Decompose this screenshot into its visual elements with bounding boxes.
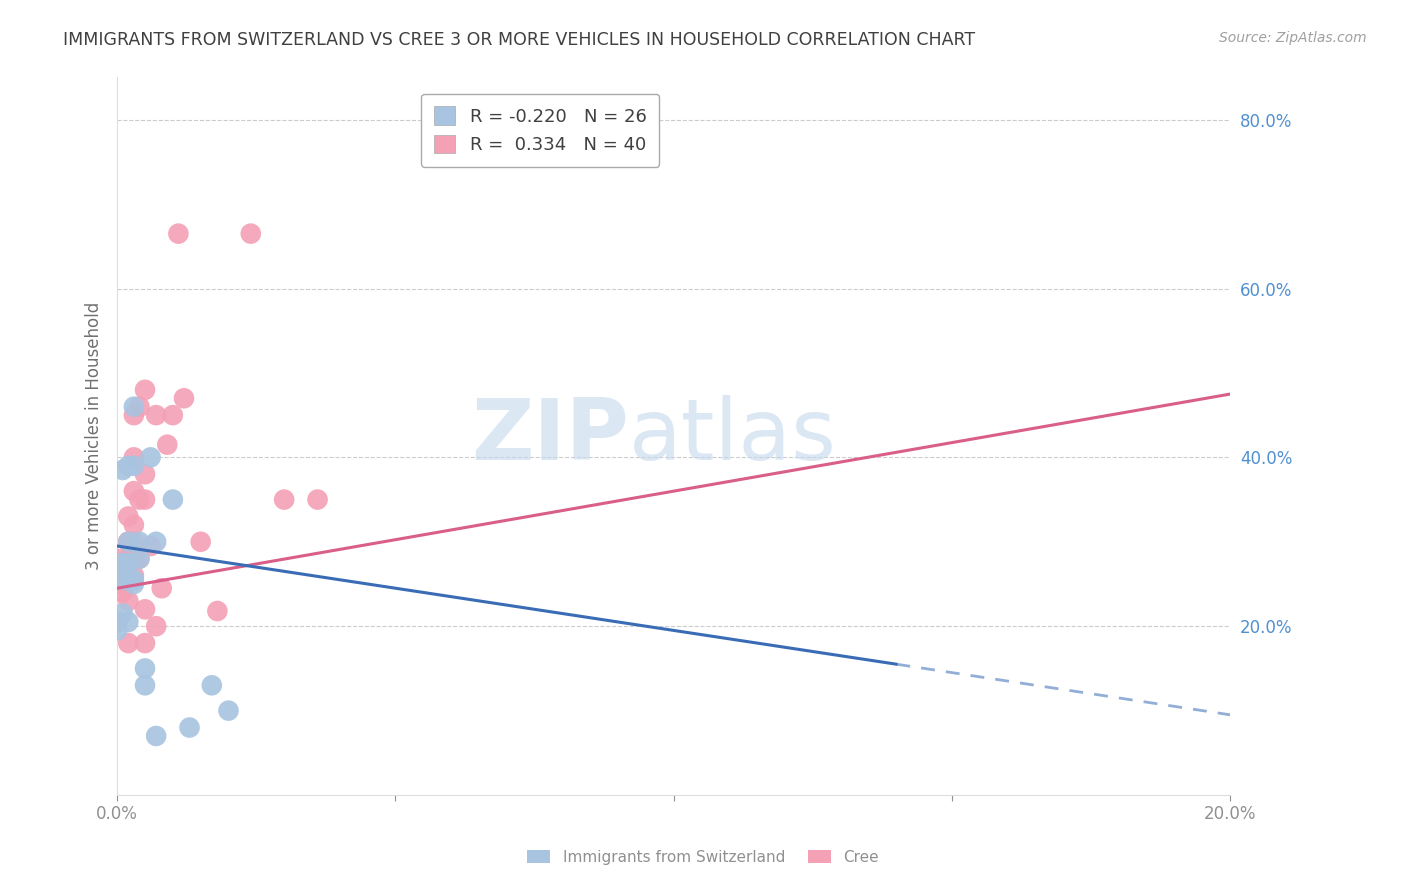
Point bbox=[134, 678, 156, 692]
Point bbox=[145, 534, 167, 549]
Point bbox=[117, 534, 139, 549]
Point bbox=[111, 560, 134, 574]
Point bbox=[122, 577, 145, 591]
Point bbox=[117, 594, 139, 608]
Point bbox=[105, 551, 128, 566]
Point bbox=[105, 615, 128, 629]
Point bbox=[218, 704, 240, 718]
Point bbox=[122, 568, 145, 582]
Point bbox=[162, 408, 184, 422]
Point bbox=[122, 484, 145, 499]
Point bbox=[111, 607, 134, 621]
Point bbox=[111, 577, 134, 591]
Point bbox=[117, 509, 139, 524]
Point bbox=[134, 383, 156, 397]
Point bbox=[134, 636, 156, 650]
Point bbox=[145, 729, 167, 743]
Point bbox=[122, 450, 145, 465]
Point bbox=[122, 408, 145, 422]
Point bbox=[122, 551, 145, 566]
Point bbox=[111, 463, 134, 477]
Point bbox=[150, 581, 173, 595]
Point bbox=[122, 534, 145, 549]
Point bbox=[134, 602, 156, 616]
Point bbox=[145, 408, 167, 422]
Point bbox=[190, 534, 212, 549]
Point bbox=[201, 678, 224, 692]
Point bbox=[105, 615, 128, 629]
Point bbox=[117, 534, 139, 549]
Point bbox=[173, 391, 195, 405]
Point bbox=[122, 458, 145, 473]
Point bbox=[128, 534, 150, 549]
Point bbox=[122, 400, 145, 414]
Point bbox=[145, 619, 167, 633]
Point bbox=[122, 517, 145, 532]
Point bbox=[207, 604, 229, 618]
Point bbox=[117, 534, 139, 549]
Point bbox=[134, 492, 156, 507]
Point bbox=[117, 556, 139, 570]
Point bbox=[307, 492, 329, 507]
Text: ZIP: ZIP bbox=[471, 395, 630, 478]
Point bbox=[128, 400, 150, 414]
Point bbox=[128, 551, 150, 566]
Point bbox=[128, 551, 150, 566]
Y-axis label: 3 or more Vehicles in Household: 3 or more Vehicles in Household bbox=[86, 302, 103, 570]
Point bbox=[128, 492, 150, 507]
Point bbox=[179, 721, 201, 735]
Point bbox=[122, 573, 145, 587]
Point bbox=[117, 458, 139, 473]
Point bbox=[117, 636, 139, 650]
Point bbox=[162, 492, 184, 507]
Point bbox=[239, 227, 262, 241]
Legend: R = -0.220   N = 26, R =  0.334   N = 40: R = -0.220 N = 26, R = 0.334 N = 40 bbox=[420, 94, 659, 167]
Text: atlas: atlas bbox=[630, 395, 837, 478]
Text: Source: ZipAtlas.com: Source: ZipAtlas.com bbox=[1219, 31, 1367, 45]
Point bbox=[156, 438, 179, 452]
Legend: Immigrants from Switzerland, Cree: Immigrants from Switzerland, Cree bbox=[522, 844, 884, 871]
Point bbox=[117, 568, 139, 582]
Point bbox=[134, 661, 156, 675]
Point bbox=[117, 560, 139, 574]
Point bbox=[105, 624, 128, 638]
Point bbox=[111, 573, 134, 587]
Point bbox=[134, 467, 156, 482]
Point bbox=[111, 556, 134, 570]
Point bbox=[139, 450, 162, 465]
Point bbox=[111, 585, 134, 599]
Text: IMMIGRANTS FROM SWITZERLAND VS CREE 3 OR MORE VEHICLES IN HOUSEHOLD CORRELATION : IMMIGRANTS FROM SWITZERLAND VS CREE 3 OR… bbox=[63, 31, 976, 49]
Point bbox=[167, 227, 190, 241]
Point bbox=[273, 492, 295, 507]
Point bbox=[117, 615, 139, 629]
Point bbox=[117, 551, 139, 566]
Point bbox=[139, 539, 162, 553]
